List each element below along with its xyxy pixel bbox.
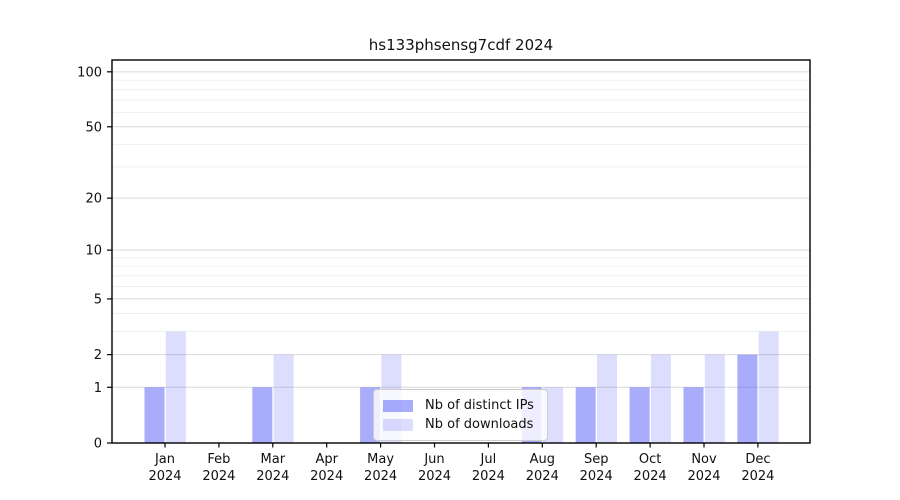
x-tick-label-month: Jun <box>423 452 444 467</box>
bar-distinct-ips-dec <box>737 354 758 443</box>
x-tick-label-year: 2024 <box>472 469 505 484</box>
legend-label-downloads: Nb of downloads <box>425 417 534 432</box>
x-tick-label-year: 2024 <box>687 469 720 484</box>
x-tick-label-month: Feb <box>207 452 230 467</box>
x-tick-label-month: Mar <box>261 452 286 467</box>
legend: Nb of distinct IPs Nb of downloads <box>373 389 548 441</box>
x-tick-label-month: Jul <box>480 452 497 467</box>
plot-border <box>111 59 811 444</box>
x-tick-label-year: 2024 <box>418 469 451 484</box>
x-tick-label-year: 2024 <box>364 469 397 484</box>
legend-row-downloads: Nb of downloads <box>383 416 537 433</box>
x-tick-label-year: 2024 <box>256 469 289 484</box>
bar-downloads-sep <box>597 354 617 443</box>
chart-title: hs133phsensg7cdf 2024 <box>368 36 554 54</box>
x-tick-label-month: Nov <box>691 452 717 467</box>
x-tick-label-month: Dec <box>745 452 770 467</box>
bar-downloads-jan <box>165 331 186 443</box>
x-tick-label-year: 2024 <box>634 469 667 484</box>
legend-swatch-distinct-ips <box>383 399 413 412</box>
bar-downloads-oct <box>650 354 671 443</box>
x-tick-label-month: Jan <box>154 452 175 467</box>
bar-distinct-ips-oct <box>629 387 650 443</box>
x-tick-label-year: 2024 <box>526 469 559 484</box>
legend-label-distinct-ips: Nb of distinct IPs <box>425 398 534 413</box>
x-tick-label-month: Sep <box>584 452 609 467</box>
x-tick-label-year: 2024 <box>310 469 343 484</box>
x-tick-label-month: Apr <box>315 452 338 467</box>
x-tick-label-year: 2024 <box>741 469 774 484</box>
bar-downloads-dec <box>758 331 779 443</box>
bar-distinct-ips-jan <box>144 387 165 443</box>
y-tick-label: 50 <box>85 120 102 135</box>
bar-distinct-ips-nov <box>683 387 704 443</box>
y-tick-label: 20 <box>85 192 102 207</box>
x-tick-label-month: May <box>367 452 394 467</box>
bar-downloads-aug <box>543 387 564 443</box>
y-tick-label: 5 <box>94 292 102 307</box>
x-tick-label-month: Aug <box>530 452 555 467</box>
bar-distinct-ips-mar <box>252 387 273 443</box>
y-tick-label: 10 <box>85 244 102 259</box>
y-tick-label: 1 <box>94 381 102 396</box>
legend-swatch-downloads <box>383 418 413 431</box>
x-tick-label-year: 2024 <box>148 469 181 484</box>
y-tick-label: 100 <box>77 65 102 80</box>
x-tick-label-year: 2024 <box>580 469 613 484</box>
y-tick-label: 0 <box>94 437 102 452</box>
bar-distinct-ips-sep <box>575 387 596 443</box>
bar-downloads-mar <box>273 354 294 443</box>
legend-row-distinct-ips: Nb of distinct IPs <box>383 397 537 414</box>
y-tick-label: 2 <box>94 348 102 363</box>
x-tick-label-month: Oct <box>639 452 661 467</box>
bar-downloads-nov <box>704 354 725 443</box>
x-tick-label-year: 2024 <box>202 469 235 484</box>
